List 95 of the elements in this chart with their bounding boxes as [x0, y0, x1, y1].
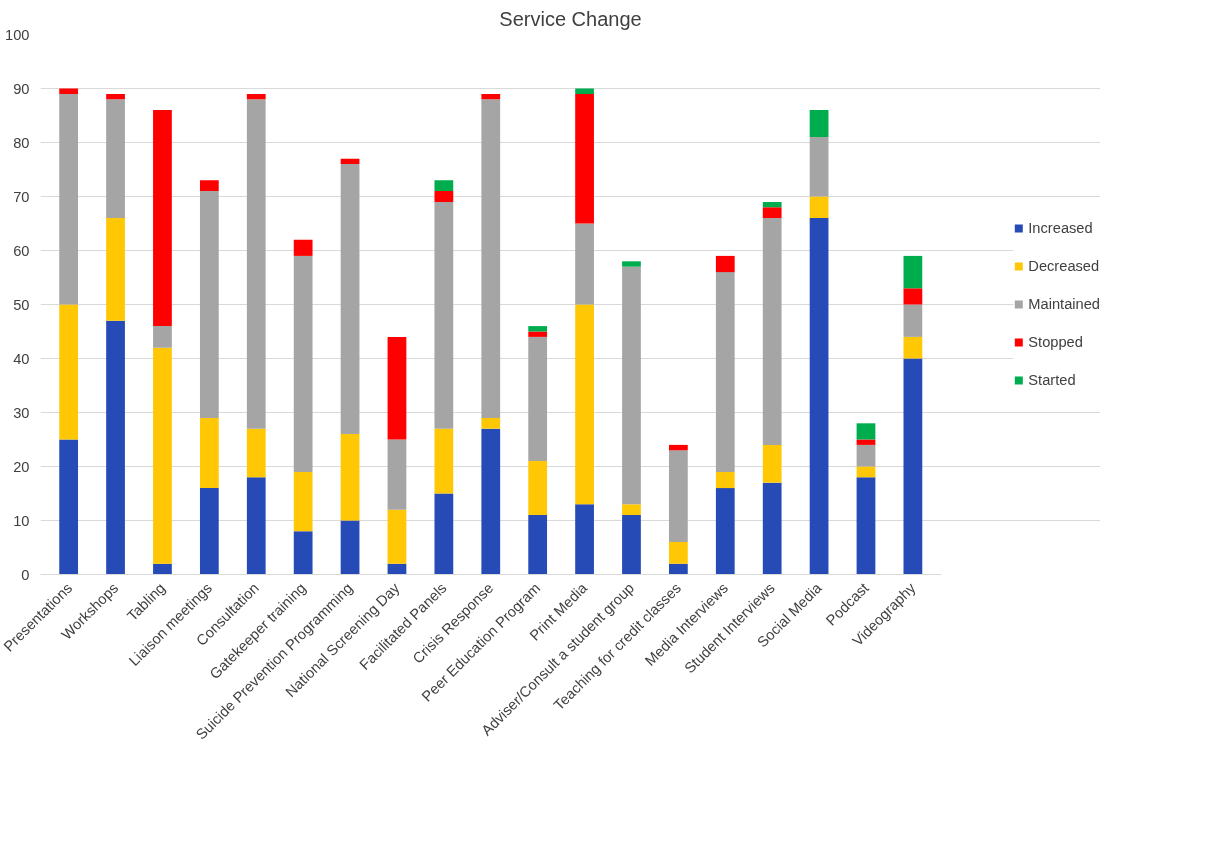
bar [199, 417, 219, 489]
bar [903, 288, 923, 305]
bar [246, 428, 266, 478]
bar [762, 207, 782, 219]
bar [856, 477, 876, 575]
bar [762, 201, 782, 208]
bar [809, 218, 829, 575]
bar [622, 266, 641, 505]
bar [293, 239, 313, 256]
bar [434, 201, 454, 429]
bar [762, 218, 782, 445]
bar [669, 563, 688, 575]
bar [59, 93, 79, 305]
bar [903, 304, 923, 337]
bar [246, 99, 266, 429]
bar [715, 272, 735, 472]
bar [246, 477, 266, 575]
bar [246, 93, 266, 100]
bar [575, 304, 594, 505]
y-tick-label: 60 [13, 242, 30, 259]
bar [59, 439, 79, 575]
bar [528, 461, 548, 516]
bar [575, 223, 594, 305]
bar [575, 93, 594, 224]
bar [387, 336, 407, 440]
bar [856, 423, 876, 440]
bar [622, 504, 641, 516]
bar [153, 326, 172, 348]
bar [528, 326, 548, 332]
y-tick-label: 10 [13, 512, 30, 529]
bar [293, 531, 313, 575]
y-tick-label: 100 [5, 26, 30, 43]
bar [106, 99, 125, 219]
bar [199, 191, 219, 418]
bar [434, 180, 454, 192]
bar [903, 358, 923, 575]
bar [434, 428, 454, 494]
y-tick-label: 30 [13, 404, 30, 421]
bar [199, 180, 219, 192]
bar [528, 515, 548, 575]
bar [106, 218, 125, 321]
bar [106, 93, 125, 100]
bar [153, 347, 172, 564]
bar [856, 444, 876, 467]
legend-label: Stopped [1028, 334, 1083, 350]
y-tick-label: 90 [13, 80, 30, 97]
bar [669, 444, 688, 451]
bar [809, 110, 829, 138]
y-tick-label: 20 [13, 458, 30, 475]
bar [622, 261, 641, 267]
chart-title: Service Change [499, 7, 642, 30]
bar [669, 450, 688, 543]
bar [434, 493, 454, 575]
bar [481, 93, 501, 100]
y-tick-label: 80 [13, 134, 30, 151]
bar [809, 137, 829, 197]
bar [903, 336, 923, 359]
bar [762, 444, 782, 483]
bar [387, 509, 407, 564]
bar [340, 434, 360, 521]
bar [153, 563, 172, 575]
bar [153, 110, 172, 327]
bar [575, 504, 594, 575]
bar [481, 99, 501, 418]
bar [293, 255, 313, 472]
bar [293, 471, 313, 532]
legend-label: Maintained [1028, 296, 1100, 312]
bar [481, 428, 501, 575]
bar [575, 88, 594, 94]
bar [59, 88, 79, 94]
bar [715, 471, 735, 489]
bar [715, 255, 735, 273]
bar [106, 320, 125, 575]
bar [434, 191, 454, 202]
bar [528, 331, 548, 337]
y-tick-label: 70 [13, 188, 30, 205]
bar [199, 488, 219, 575]
y-tick-label: 0 [21, 566, 30, 583]
bar [762, 482, 782, 575]
bar [669, 542, 688, 564]
bar [481, 417, 501, 429]
bar [809, 196, 829, 219]
bar [622, 515, 641, 575]
y-tick-label: 40 [13, 350, 30, 367]
bar [903, 255, 923, 289]
y-tick-label: 50 [13, 296, 30, 313]
bar [528, 336, 548, 462]
bar [340, 164, 360, 435]
bar [340, 520, 360, 575]
legend-label: Increased [1028, 220, 1093, 236]
bar [715, 488, 735, 575]
bar [387, 439, 407, 510]
legend-label: Started [1028, 372, 1076, 388]
legend-label: Decreased [1028, 258, 1100, 274]
bar [59, 304, 79, 440]
